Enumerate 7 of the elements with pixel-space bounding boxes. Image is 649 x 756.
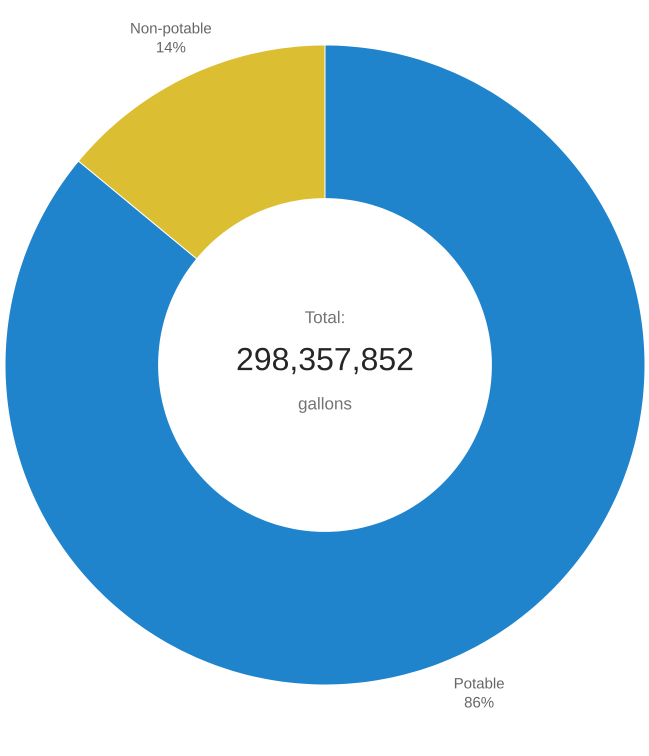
slice-label: Non-potable — [131, 22, 212, 36]
data-label: 86% — [464, 696, 494, 708]
slice-label: Potable — [454, 678, 504, 689]
text: Total: — [305, 310, 344, 324]
text: gallons — [298, 397, 352, 413]
data-label: 14% — [157, 42, 186, 52]
text: 298,357,852 — [238, 348, 412, 374]
